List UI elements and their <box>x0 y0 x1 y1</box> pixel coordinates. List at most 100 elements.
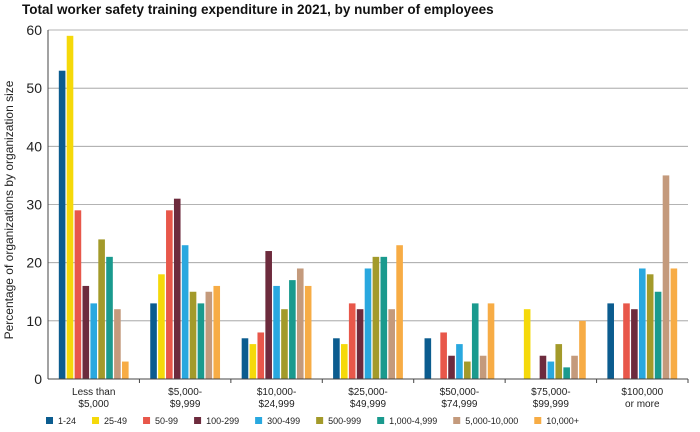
x-tick-label: $74,999 <box>441 399 478 410</box>
bar <box>631 309 638 379</box>
bar <box>181 245 189 379</box>
bar <box>150 303 157 379</box>
bar <box>539 355 547 379</box>
bar <box>487 303 495 379</box>
bar <box>257 332 265 379</box>
bar <box>249 344 257 379</box>
legend-item: 25-49 <box>92 416 127 426</box>
bar <box>66 35 74 380</box>
bars <box>58 35 678 380</box>
x-tick-label: or more <box>625 399 660 410</box>
bar <box>90 303 98 379</box>
y-tick-label: 50 <box>26 80 42 96</box>
legend-item: 100-299 <box>194 416 239 426</box>
x-tick-label: $5,000- <box>168 387 202 398</box>
legend-swatch <box>92 417 100 424</box>
legend-label: 1,000-4,999 <box>389 416 437 426</box>
bar <box>623 303 630 379</box>
y-tick-label: 10 <box>26 313 42 329</box>
axes <box>47 30 689 383</box>
y-tick-label: 60 <box>26 22 42 38</box>
bar <box>296 268 304 379</box>
legend-swatch <box>46 417 53 424</box>
bar <box>607 303 614 379</box>
bar <box>670 268 678 379</box>
bar <box>523 309 531 379</box>
bar <box>364 268 372 379</box>
bar <box>341 344 348 379</box>
chart-title: Total worker safety training expenditure… <box>22 2 494 17</box>
bar <box>372 256 380 379</box>
legend-label: 1-24 <box>58 416 76 426</box>
bar <box>213 285 221 379</box>
bar <box>555 344 563 379</box>
bar <box>58 70 66 379</box>
x-tick-label: $9,999 <box>170 399 201 410</box>
bar <box>273 285 280 379</box>
bar <box>479 355 487 379</box>
bar <box>464 361 471 379</box>
x-tick-label: $100,000 <box>621 387 663 398</box>
bar <box>241 338 249 379</box>
y-tick-label: 0 <box>34 371 42 387</box>
bar <box>74 210 82 379</box>
y-tick-label: 30 <box>26 197 42 213</box>
bar <box>281 309 288 379</box>
bar <box>265 251 272 379</box>
legend-swatch <box>534 417 542 424</box>
x-tick-label: $10,000- <box>257 387 296 398</box>
legend-item: 50-99 <box>143 416 178 426</box>
legend-swatch <box>194 417 202 424</box>
y-tick-labels: 0 10 20 30 40 50 60 <box>26 22 42 387</box>
legend-label: 100-299 <box>206 416 239 426</box>
legend-label: 10,000+ <box>546 416 579 426</box>
legend-swatch <box>255 417 263 424</box>
legend-label: 500-999 <box>328 416 361 426</box>
bar <box>646 274 654 379</box>
bar <box>440 332 447 379</box>
legend-swatch <box>316 417 324 424</box>
x-tick-label: $99,999 <box>533 399 570 410</box>
legend-label: 300-499 <box>267 416 300 426</box>
x-tick-label: $25,000- <box>348 387 387 398</box>
bar <box>638 268 646 379</box>
bar <box>289 280 296 379</box>
bar <box>173 198 181 379</box>
bar <box>189 291 197 379</box>
bar <box>456 344 463 379</box>
bar <box>579 320 586 379</box>
legend-item: 10,000+ <box>534 416 579 426</box>
bar <box>197 303 205 379</box>
bar <box>448 355 455 379</box>
legend-swatch <box>377 417 385 424</box>
legend-swatch <box>453 417 461 424</box>
y-tick-label: 40 <box>26 138 42 154</box>
bar <box>122 361 129 379</box>
bar <box>471 303 479 379</box>
bar <box>166 210 173 379</box>
legend-item: 300-499 <box>255 416 300 426</box>
bar <box>304 285 312 379</box>
legend-item: 500-999 <box>316 416 361 426</box>
bar <box>571 355 578 379</box>
x-tick-label: $75,000- <box>531 387 570 398</box>
y-axis-label: Percentage of organizations by organizat… <box>2 80 16 339</box>
bar <box>158 274 165 379</box>
bar <box>356 309 364 379</box>
legend-label: 50-99 <box>155 416 178 426</box>
bar <box>106 256 113 379</box>
bar <box>114 309 121 379</box>
bar <box>205 291 213 379</box>
legend-label: 5,000-10,000 <box>465 416 518 426</box>
x-tick-label: $5,000 <box>78 399 109 410</box>
legend-swatch <box>143 417 151 424</box>
x-tick-labels: Less than$5,000 $5,000-$9,999 $10,000-$24,… <box>72 387 664 410</box>
bar <box>380 256 388 379</box>
bar <box>424 338 432 379</box>
bar <box>654 291 662 379</box>
bar <box>98 239 105 379</box>
bar <box>547 361 555 379</box>
bar <box>396 245 403 379</box>
